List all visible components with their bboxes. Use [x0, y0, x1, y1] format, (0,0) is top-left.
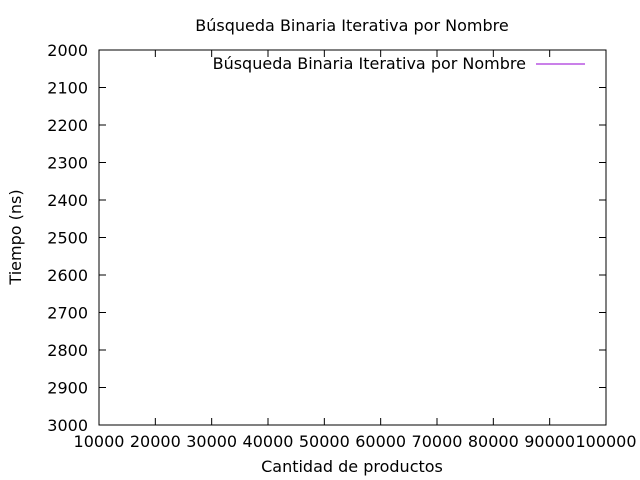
x-tick-label: 10000 [74, 432, 125, 451]
x-tick-label: 20000 [130, 432, 181, 451]
y-tick-label: 2400 [47, 191, 88, 210]
x-tick-label: 100000 [575, 432, 636, 451]
y-tick-label: 2300 [47, 154, 88, 173]
y-tick-label: 2000 [47, 41, 88, 60]
x-tick-label: 60000 [355, 432, 406, 451]
x-tick-label: 70000 [412, 432, 463, 451]
y-tick-label: 2600 [47, 266, 88, 285]
legend: Búsqueda Binaria Iterativa por Nombre [213, 54, 585, 73]
y-tick-label: 2200 [47, 116, 88, 135]
x-tick-label: 50000 [299, 432, 350, 451]
x-tick-label: 80000 [468, 432, 519, 451]
y-tick-label: 2700 [47, 304, 88, 323]
legend-label: Búsqueda Binaria Iterativa por Nombre [213, 54, 526, 73]
plot-frame [98, 49, 607, 426]
x-axis-label: Cantidad de productos [261, 457, 443, 476]
chart-title: Búsqueda Binaria Iterativa por Nombre [195, 16, 508, 35]
x-tick-label: 30000 [186, 432, 237, 451]
y-tick-label: 2800 [47, 341, 88, 360]
y-tick-label: 2900 [47, 379, 88, 398]
y-tick-label: 2500 [47, 229, 88, 248]
y-axis-ticks: 2000 2100 2200 2300 2400 2500 2600 2700 2800 2900… [47, 41, 606, 435]
x-tick-label: 90000 [524, 432, 575, 451]
y-tick-label: 2100 [47, 79, 88, 98]
y-axis-label: Tiempo (ns) [6, 189, 25, 285]
x-tick-label: 40000 [243, 432, 294, 451]
x-axis-ticks: 10000 20000 30000 40000 50000 60000 70000 80000… [74, 50, 637, 451]
y-tick-label: 3000 [47, 416, 88, 435]
